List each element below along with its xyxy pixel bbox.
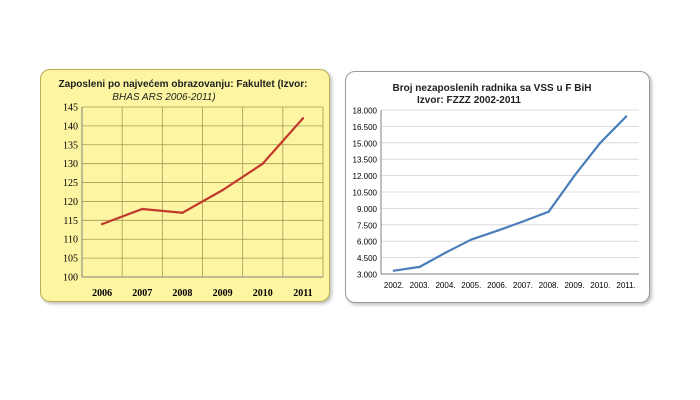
y-tick-label: 7.500 xyxy=(357,221,378,230)
data-point xyxy=(470,238,473,241)
y-tick-label: 10.500 xyxy=(353,189,378,198)
y-tick-label: 145 xyxy=(63,103,78,114)
data-point xyxy=(301,117,305,120)
y-tick-label: 9.000 xyxy=(357,205,378,214)
y-tick-label: 140 xyxy=(63,121,78,132)
x-tick-label: 2002. xyxy=(384,281,404,290)
x-tick-label: 2007. xyxy=(513,281,533,290)
y-tick-label: 120 xyxy=(63,197,78,208)
x-tick-label: 2003. xyxy=(410,281,430,290)
data-point xyxy=(521,220,525,223)
y-tick-label: 18.000 xyxy=(353,107,378,116)
x-tick-label: 2011. xyxy=(616,281,635,290)
data-point xyxy=(547,210,550,213)
chart-education: Zaposleni po najvećem obrazovanju: Fakul… xyxy=(59,79,324,299)
x-tick-label: 2008 xyxy=(172,288,192,299)
data-point xyxy=(392,269,396,272)
y-tick-label: 110 xyxy=(63,235,78,246)
chart-title: Zaposleni po najvećem obrazovanju: Fakul… xyxy=(59,79,308,90)
x-tick-label: 2010. xyxy=(590,281,610,290)
x-tick-label: 2007 xyxy=(132,288,152,299)
x-tick-label: 2009 xyxy=(213,288,233,299)
y-tick-label: 13.500 xyxy=(353,156,378,165)
data-point xyxy=(444,251,447,254)
data-point xyxy=(495,229,499,233)
y-tick-label: 16.500 xyxy=(353,123,378,132)
x-tick-label: 2005. xyxy=(461,281,481,290)
y-tick-label: 105 xyxy=(63,254,78,265)
chart-panel-education: Zaposleni po najvećem obrazovanju: Fakul… xyxy=(40,69,330,302)
data-point xyxy=(624,115,628,118)
y-tick-label: 15.000 xyxy=(353,139,378,148)
y-tick-label: 125 xyxy=(63,178,78,189)
chart-title: Broj nezaposlenih radnika sa VSS u F BiH xyxy=(393,83,592,94)
data-point xyxy=(573,174,576,177)
x-tick-label: 2006 xyxy=(92,288,112,299)
data-point xyxy=(221,188,224,192)
x-tick-label: 2011 xyxy=(293,288,312,299)
y-tick-label: 100 xyxy=(63,273,78,284)
y-tick-label: 130 xyxy=(63,159,78,170)
data-point xyxy=(418,265,421,269)
chart-panel-unemployed: Broj nezaposlenih radnika sa VSS u F BiH… xyxy=(345,71,650,303)
y-tick-label: 115 xyxy=(63,216,78,227)
y-tick-label: 6.000 xyxy=(357,238,378,247)
data-point xyxy=(599,141,602,144)
data-point xyxy=(261,162,264,165)
data-point xyxy=(141,207,144,211)
y-tick-label: 12.000 xyxy=(353,172,378,181)
x-tick-label: 2010 xyxy=(253,288,273,299)
x-tick-label: 2004. xyxy=(435,281,455,290)
series-line xyxy=(101,117,304,226)
chart-subtitle: BHAS ARS 2006-2011) xyxy=(112,92,215,103)
data-point xyxy=(100,222,104,226)
y-tick-label: 135 xyxy=(63,140,78,151)
y-tick-label: 3.000 xyxy=(357,271,378,280)
x-tick-label: 2009. xyxy=(564,281,584,290)
chart-unemployed: Broj nezaposlenih radnika sa VSS u F BiH… xyxy=(353,83,639,290)
y-tick-label: 4.500 xyxy=(357,254,378,263)
x-tick-label: 2006. xyxy=(487,281,507,290)
chart-subtitle: Izvor: FZZZ 2002-2011 xyxy=(417,95,521,106)
series-line xyxy=(393,115,627,272)
data-point xyxy=(181,211,184,214)
x-tick-label: 2008. xyxy=(539,281,559,290)
